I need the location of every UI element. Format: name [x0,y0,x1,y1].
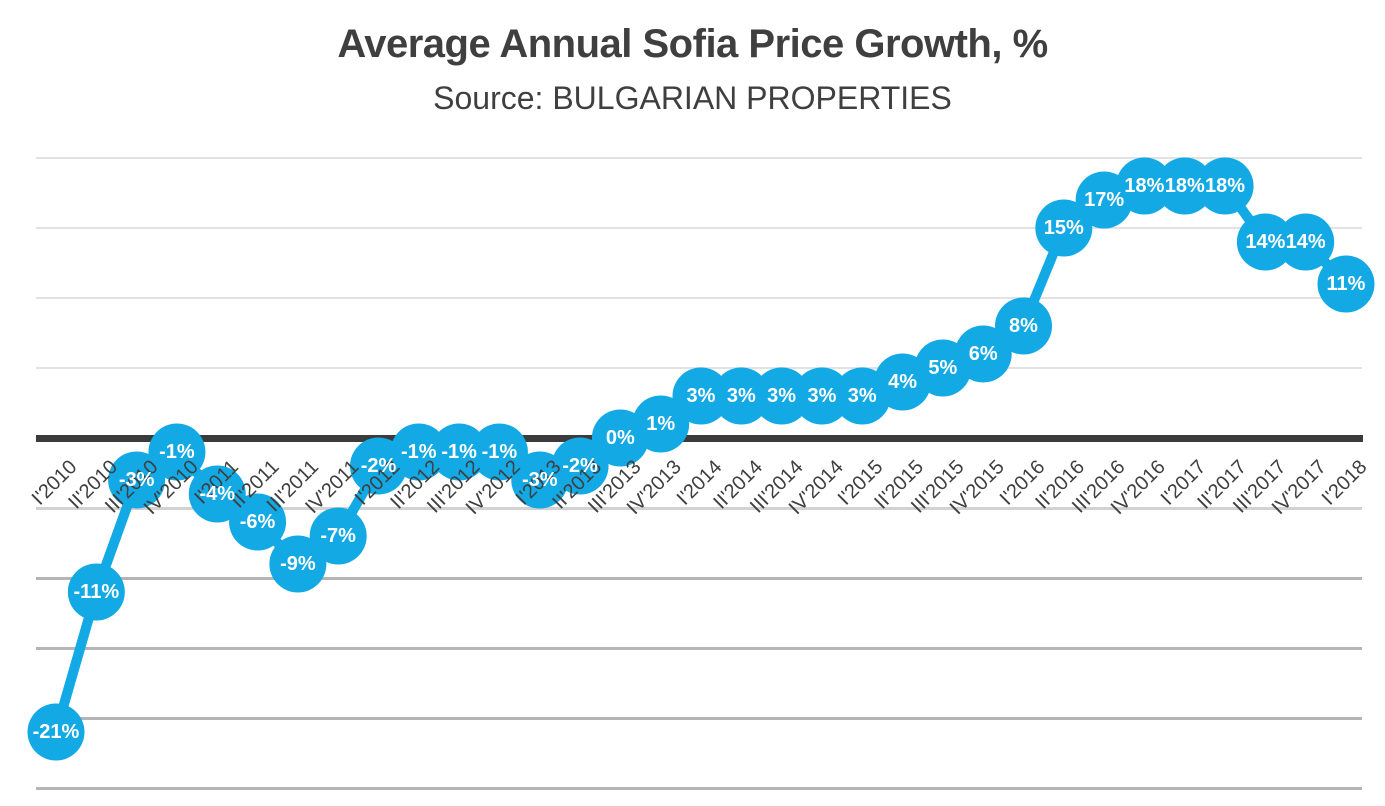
data-point-label: 15% [1043,217,1084,239]
data-point-marker [793,367,851,425]
data-point-label: -2% [360,455,397,477]
data-point-label: -6% [239,511,276,533]
data-point-label: 3% [807,385,837,407]
gridline [36,577,1362,580]
data-point-label: -2% [562,455,598,477]
data-point-marker [188,465,246,523]
data-point-marker [995,297,1052,355]
data-point-marker [229,493,287,551]
data-point-marker [430,423,488,481]
gridline [36,227,1362,229]
data-point-marker [1317,255,1375,313]
data-point-marker [1115,157,1173,215]
data-point-marker [1277,213,1335,271]
data-point-label: 3% [767,385,797,407]
gridline [36,157,1362,159]
data-point-label: -3% [521,469,558,491]
data-point-marker [1035,199,1093,257]
gridline [36,297,1362,299]
gridline [36,717,1362,720]
data-point-marker [27,703,85,761]
data-point-marker [269,535,327,593]
data-point-marker [1196,157,1254,215]
data-point-label: 6% [968,343,998,365]
chart-title: Average Annual Sofia Price Growth, % [337,22,1048,66]
data-point-label: -1% [159,441,195,463]
data-point-label: -11% [73,581,120,603]
data-point-marker [148,423,206,481]
data-point-label: -3% [118,469,155,491]
data-point-marker [1156,157,1214,215]
data-point-marker [390,423,448,481]
data-point-label: -4% [199,483,236,505]
data-point-label: 8% [1009,315,1038,337]
data-point-label: 14% [1285,231,1326,253]
data-point-label: -1% [481,441,518,463]
data-point-marker [954,325,1012,383]
data-point-marker [1236,213,1294,271]
data-point-marker [470,423,528,481]
data-point-label: -7% [320,525,356,547]
chart-subtitle: Source: BULGARIAN PROPERTIES [433,80,952,116]
data-point-label: 0% [605,427,635,449]
data-point-label: 3% [686,385,716,407]
data-point-label: -1% [441,441,477,463]
data-point-label: 3% [847,385,877,407]
data-point-label: -1% [401,441,437,463]
data-point-marker [712,367,770,425]
data-point-label: 5% [928,357,958,379]
gridline [36,507,1362,510]
data-point-label: 4% [888,371,918,393]
data-point-label: 17% [1084,189,1125,211]
data-point-label: -21% [32,721,80,743]
data-point-marker [753,367,811,425]
data-point-marker [672,367,730,425]
data-point-label: 1% [646,413,676,435]
zero-axis-line [36,435,1363,442]
data-point-label: -9% [280,553,316,575]
gridline [36,787,1362,790]
data-point-label: 14% [1245,231,1286,253]
data-point-marker [632,395,690,453]
data-point-marker [309,507,367,565]
data-point-label: 3% [726,385,756,407]
data-point-label: 11% [1326,273,1366,295]
gridline [36,647,1362,650]
data-point-marker [67,563,125,621]
data-point-label: 18% [1124,175,1165,197]
data-point-label: 18% [1205,175,1246,197]
data-point-label: 18% [1164,175,1205,197]
data-point-marker [108,451,166,509]
data-point-marker [551,437,609,495]
